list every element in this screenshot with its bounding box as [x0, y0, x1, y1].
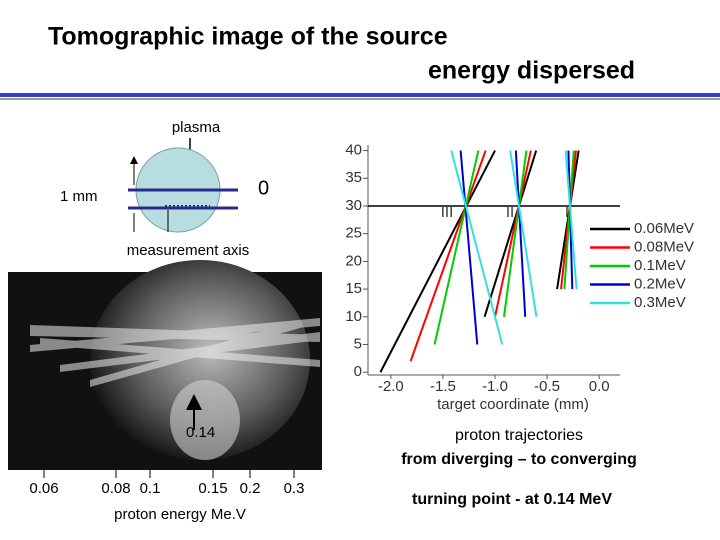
caption: proton trajectories [455, 427, 583, 444]
caption: turning point - at 0.14 MeV [412, 491, 612, 508]
energy-label: 0.06 [29, 480, 58, 497]
axis-label: measurement axis [127, 242, 250, 259]
title: Tomographic image of the source [48, 23, 448, 51]
origin-label: 0 [258, 177, 269, 199]
y-tick-label: 10 [345, 308, 362, 325]
legend-label: 0.06MeV [634, 220, 694, 237]
y-tick-label: 0 [354, 363, 362, 380]
energy-label: 0.3 [284, 480, 305, 497]
x-tick-label: -1.5 [430, 378, 456, 395]
series-line [433, 150, 575, 345]
photo-glow [90, 260, 310, 460]
series-line [409, 150, 577, 362]
caption: from diverging – to converging [401, 451, 637, 468]
legend-label: 0.1MeV [634, 257, 686, 274]
y-tick-label: 30 [345, 197, 362, 214]
series-line [450, 150, 578, 345]
energy-label: 0.1 [140, 480, 161, 497]
legend-label: 0.2MeV [634, 275, 686, 292]
marker-label: 0.14 [186, 424, 215, 441]
title: energy dispersed [428, 57, 635, 85]
plasma-label: plasma [172, 119, 221, 136]
energy-label: 0.2 [240, 480, 261, 497]
y-tick-label: 5 [354, 335, 362, 352]
y-tick-label: 15 [345, 280, 362, 297]
x-tick-label: -1.0 [482, 378, 508, 395]
energy-axis-label: proton energy Me.V [114, 506, 246, 523]
x-tick-label: 0.0 [589, 378, 610, 395]
title-rule [0, 93, 720, 97]
legend-label: 0.3MeV [634, 294, 686, 311]
energy-label: 0.08 [101, 480, 130, 497]
y-tick-label: 25 [345, 225, 362, 242]
x-axis-label: target coordinate (mm) [437, 396, 589, 413]
annotation: III [441, 204, 454, 221]
scale-label: 1 mm [60, 188, 98, 205]
y-tick-label: 20 [345, 252, 362, 269]
photo-beams [30, 318, 320, 387]
energy-label: 0.15 [198, 480, 227, 497]
photo-blob [170, 380, 240, 460]
title-rule-shadow [0, 98, 720, 100]
x-tick-label: -0.5 [534, 378, 560, 395]
annotation: II [506, 204, 514, 221]
legend-label: 0.08MeV [634, 238, 694, 255]
y-tick-label: 40 [345, 142, 362, 159]
y-tick-label: 35 [345, 169, 362, 186]
x-tick-label: -2.0 [378, 378, 404, 395]
annotation: I [565, 204, 569, 221]
